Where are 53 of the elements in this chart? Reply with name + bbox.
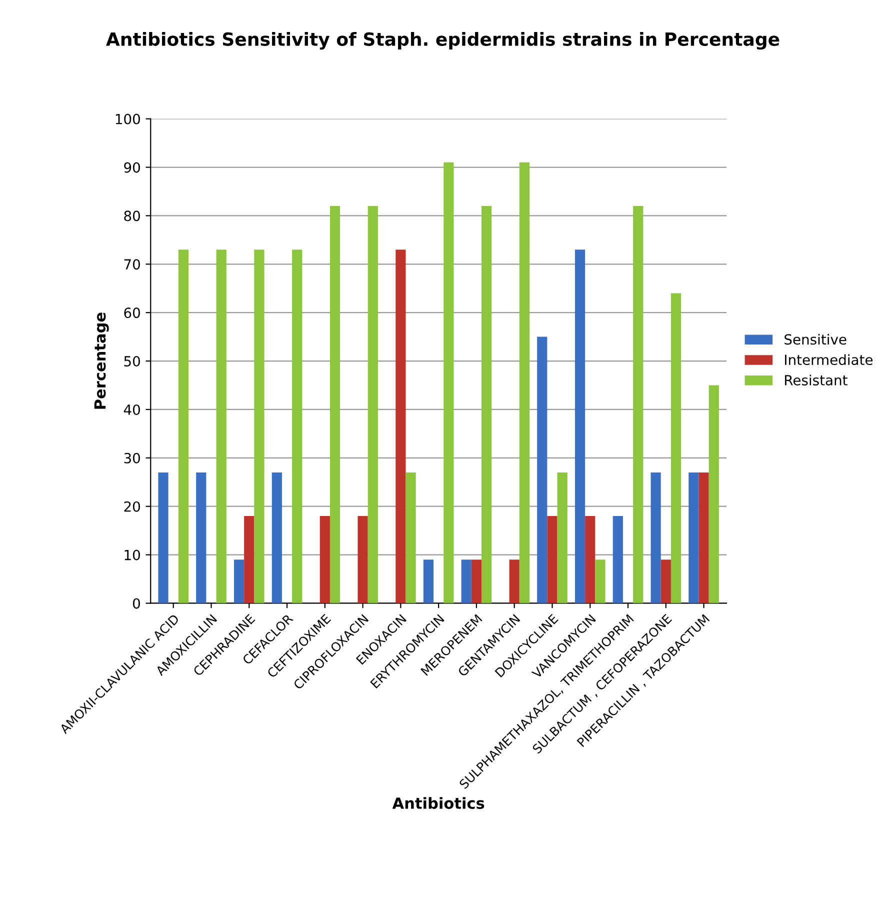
y-tick-label: 40	[124, 404, 140, 415]
y-tick-label: 20	[124, 501, 140, 512]
legend-label: Intermediate	[785, 354, 873, 366]
y-tick-label: 100	[116, 114, 140, 124]
bar	[423, 560, 434, 604]
bar	[574, 250, 586, 604]
bar	[396, 250, 406, 604]
bar	[406, 472, 416, 604]
bar	[482, 206, 492, 604]
bar	[254, 250, 264, 604]
x-axis-title: Antibiotics	[392, 797, 484, 809]
bar	[158, 472, 168, 604]
bar	[547, 516, 558, 604]
y-tick-label: 90	[124, 162, 140, 173]
bar	[471, 560, 482, 604]
bar	[585, 516, 596, 604]
y-tick-label: 60	[124, 308, 140, 318]
bar	[461, 560, 472, 604]
bar	[244, 516, 254, 604]
bar	[519, 162, 530, 604]
bar	[660, 560, 671, 604]
chart-title: Antibiotics Sensitivity of Staph. epidermidis strains in Percentage	[106, 32, 780, 50]
bar	[633, 206, 644, 604]
y-tick-label: 70	[124, 259, 140, 270]
legend-label: Resistant	[785, 374, 848, 386]
bar	[650, 472, 661, 604]
y-tick-label: 10	[124, 550, 140, 560]
bar	[612, 516, 623, 604]
bar	[708, 385, 719, 604]
bar	[216, 250, 226, 604]
bar	[698, 472, 709, 604]
bar	[234, 560, 244, 604]
bar	[368, 206, 378, 604]
bar	[557, 472, 568, 604]
bar	[178, 250, 189, 604]
bar	[537, 336, 548, 604]
bar	[196, 472, 206, 604]
y-tick-label: 30	[124, 452, 140, 464]
y-tick-label: 80	[124, 210, 140, 222]
bar	[272, 472, 282, 604]
bar	[670, 293, 682, 604]
bar	[595, 560, 606, 604]
y-tick-label: 50	[124, 356, 140, 367]
legend-label: Sensitive	[784, 334, 846, 345]
bar	[509, 560, 520, 604]
bar	[320, 516, 330, 604]
y-tick-label: 0	[132, 598, 140, 609]
bar	[358, 516, 368, 604]
y-axis-title: Percentage	[94, 312, 109, 409]
bar	[330, 206, 340, 604]
bar	[292, 250, 302, 604]
bar	[688, 472, 699, 604]
bar	[444, 162, 454, 604]
